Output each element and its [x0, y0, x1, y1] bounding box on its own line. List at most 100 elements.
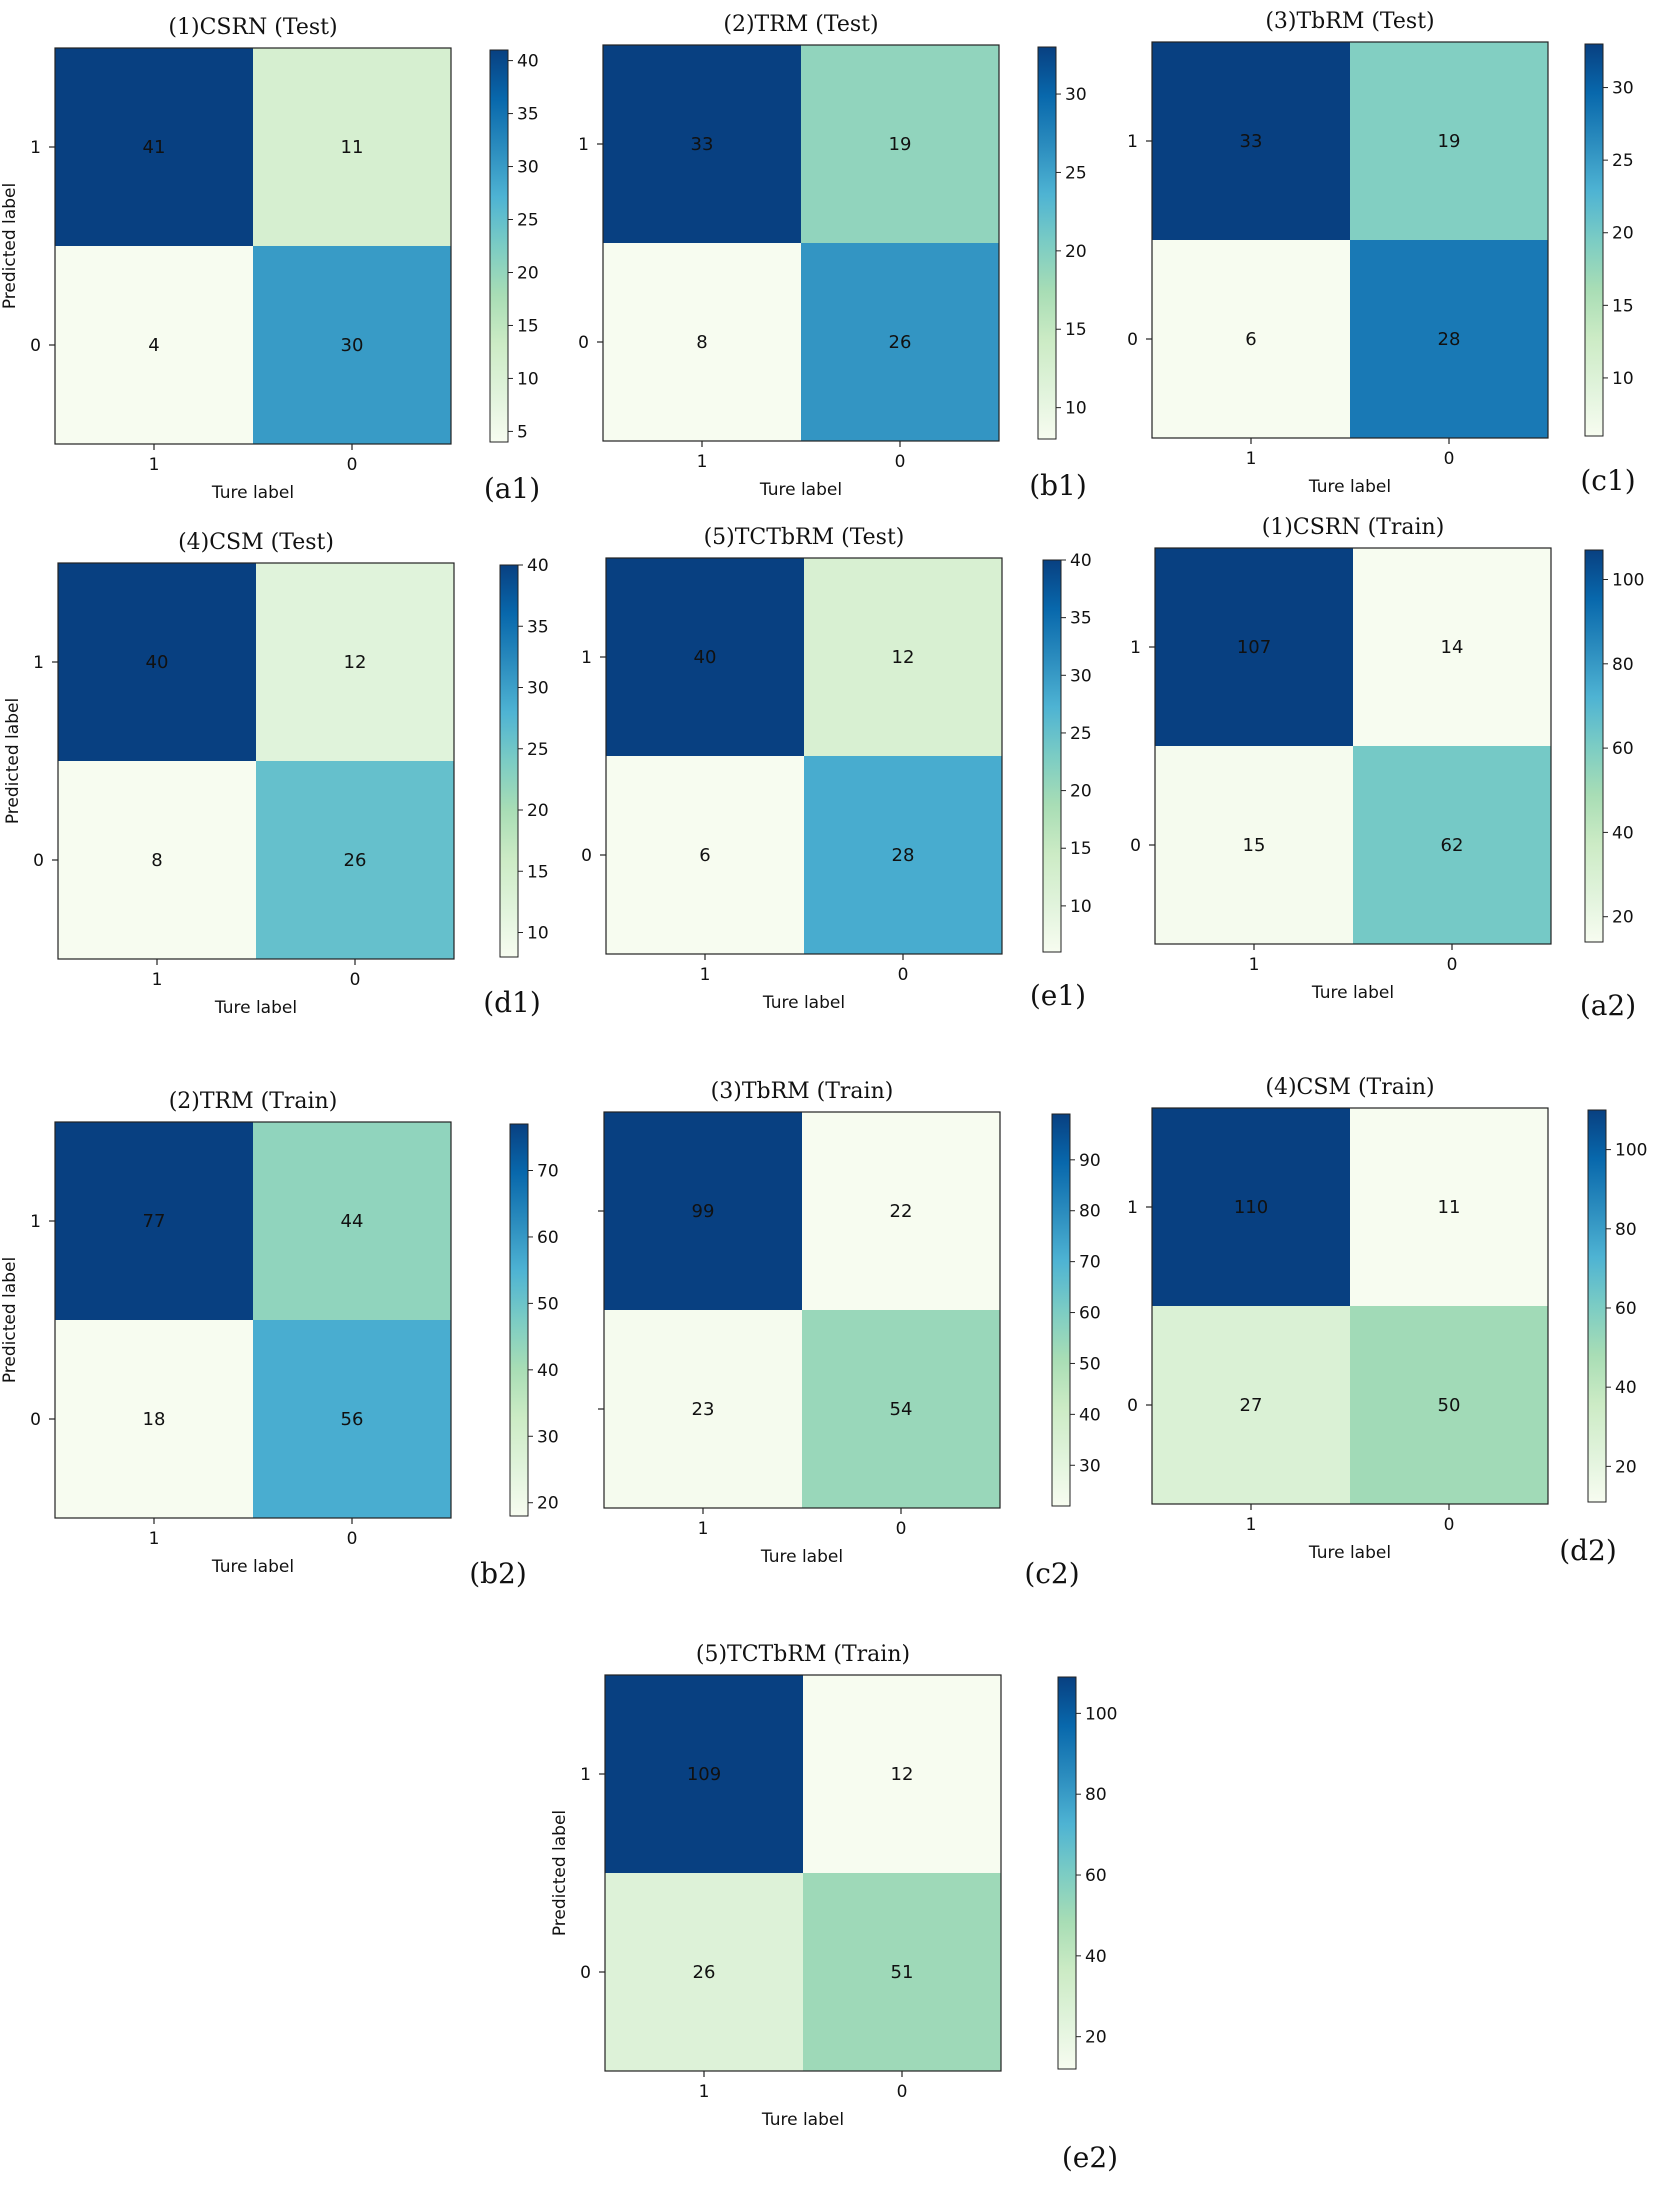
colorbar-tick-label: 35 — [517, 105, 539, 125]
cell-value-label: 28 — [892, 845, 915, 866]
y-axis-label: Predicted label — [0, 1257, 20, 1383]
confusion-matrix-panel: (4)CSM (Train) 110 11 27 50 1 0 Ture label 1 0 20 4… — [1127, 1075, 1647, 1567]
colorbar-tick-label: 10 — [1612, 369, 1634, 389]
x-axis-label: Ture label — [1311, 983, 1394, 1003]
y-tick-label: 1 — [33, 653, 44, 673]
panel-label: (d2) — [1559, 1534, 1617, 1567]
panel-label: (a1) — [484, 472, 540, 505]
x-tick-label: 1 — [1249, 955, 1260, 975]
panel-label: (e2) — [1062, 2141, 1118, 2174]
matrix-cell — [1350, 1108, 1548, 1306]
cell-value-label: 14 — [1441, 637, 1464, 658]
colorbar-tick-label: 40 — [517, 52, 539, 72]
matrix-cell — [55, 1122, 253, 1320]
colorbar — [1042, 559, 1062, 953]
y-tick-label: 0 — [581, 846, 592, 866]
plot-frame — [54, 1121, 452, 1519]
x-axis-label: Ture label — [211, 1557, 294, 1577]
colorbar — [489, 49, 509, 443]
plot-frame — [602, 44, 1000, 442]
colorbar-tick-label: 100 — [1612, 571, 1644, 591]
chart-title: (1)CSRN (Test) — [168, 15, 337, 40]
y-tick-label: 1 — [581, 648, 592, 668]
matrix-cell — [253, 246, 451, 444]
colorbar — [1057, 1676, 1077, 2070]
colorbar-tick-label: 25 — [1612, 151, 1634, 171]
matrix-cell — [253, 1122, 451, 1320]
matrix-cell — [803, 1873, 1001, 2071]
cell-value-label: 12 — [344, 652, 367, 673]
matrix-cell — [605, 1873, 803, 2071]
colorbar-tick-label: 30 — [537, 1427, 559, 1447]
colorbar — [1584, 549, 1604, 943]
colorbar-tick-label: 40 — [1085, 1947, 1107, 1967]
x-tick-label: 1 — [1246, 449, 1257, 469]
chart-title: (2)TRM (Test) — [723, 12, 878, 37]
matrix-cell — [804, 756, 1002, 954]
x-axis-label: Ture label — [211, 483, 294, 503]
y-tick-label: 0 — [30, 1410, 41, 1430]
plot-frame — [605, 557, 1003, 955]
colorbar — [1587, 1109, 1607, 1503]
chart-title: (4)CSM (Test) — [178, 530, 334, 555]
colorbar-tick-label: 20 — [517, 263, 539, 283]
colorbar-tick-label: 25 — [1065, 163, 1087, 183]
chart-title: (3)TbRM (Train) — [711, 1079, 894, 1104]
colorbar-tick-label: 60 — [1079, 1304, 1101, 1324]
colorbar-tick-label: 20 — [1612, 908, 1634, 928]
matrix-cell — [802, 1112, 1000, 1310]
cell-value-label: 62 — [1441, 835, 1464, 856]
cell-value-label: 26 — [693, 1962, 716, 1983]
y-tick-label: 1 — [1127, 1198, 1138, 1218]
colorbar-tick-label: 15 — [1612, 296, 1634, 316]
matrix-cell — [58, 563, 256, 761]
colorbar-tick-label: 70 — [1079, 1253, 1101, 1273]
cell-value-label: 33 — [691, 134, 714, 155]
matrix-cell — [1353, 746, 1551, 944]
plot-frame — [1154, 547, 1552, 945]
colorbar-tick-label: 80 — [1612, 655, 1634, 675]
cell-value-label: 12 — [892, 647, 915, 668]
y-tick-label: 0 — [30, 336, 41, 356]
matrix-cell — [603, 243, 801, 441]
cell-value-label: 109 — [687, 1764, 721, 1785]
colorbar-tick-label: 60 — [1615, 1299, 1637, 1319]
y-tick-label: 1 — [30, 138, 41, 158]
matrix-cell — [1350, 1306, 1548, 1504]
cell-value-label: 110 — [1234, 1197, 1268, 1218]
colorbar — [1037, 46, 1057, 440]
x-tick-label: 1 — [698, 1519, 709, 1539]
matrix-cell — [801, 45, 999, 243]
plot-frame — [1151, 1107, 1549, 1505]
matrix-cell — [1152, 1306, 1350, 1504]
cell-value-label: 8 — [151, 850, 162, 871]
matrix-cell — [604, 1310, 802, 1508]
colorbar — [509, 1123, 529, 1517]
colorbar-tick-label: 100 — [1085, 1704, 1117, 1724]
colorbar-tick-label: 15 — [1070, 839, 1092, 859]
cell-value-label: 6 — [699, 845, 710, 866]
panel-label: (c2) — [1024, 1557, 1079, 1590]
colorbar-tick-label: 90 — [1079, 1151, 1101, 1171]
cell-value-label: 51 — [891, 1962, 914, 1983]
plot-frame — [57, 562, 455, 960]
plot-frame — [604, 1674, 1002, 2072]
colorbar-tick-label: 30 — [1065, 85, 1087, 105]
colorbar-tick-label: 50 — [1079, 1354, 1101, 1374]
x-tick-label: 0 — [898, 965, 909, 985]
x-tick-label: 1 — [149, 1529, 160, 1549]
cell-value-label: 6 — [1245, 329, 1256, 350]
x-tick-label: 0 — [1444, 449, 1455, 469]
cell-value-label: 27 — [1240, 1395, 1263, 1416]
colorbar-tick-label: 40 — [527, 556, 549, 576]
matrix-cell — [606, 558, 804, 756]
colorbar-tick-label: 30 — [517, 158, 539, 178]
colorbar-tick-label: 60 — [537, 1228, 559, 1248]
colorbar-tick-label: 20 — [537, 1494, 559, 1514]
cell-value-label: 40 — [694, 647, 717, 668]
cell-value-label: 33 — [1240, 131, 1263, 152]
y-tick-label: 0 — [33, 851, 44, 871]
cell-value-label: 50 — [1438, 1395, 1461, 1416]
